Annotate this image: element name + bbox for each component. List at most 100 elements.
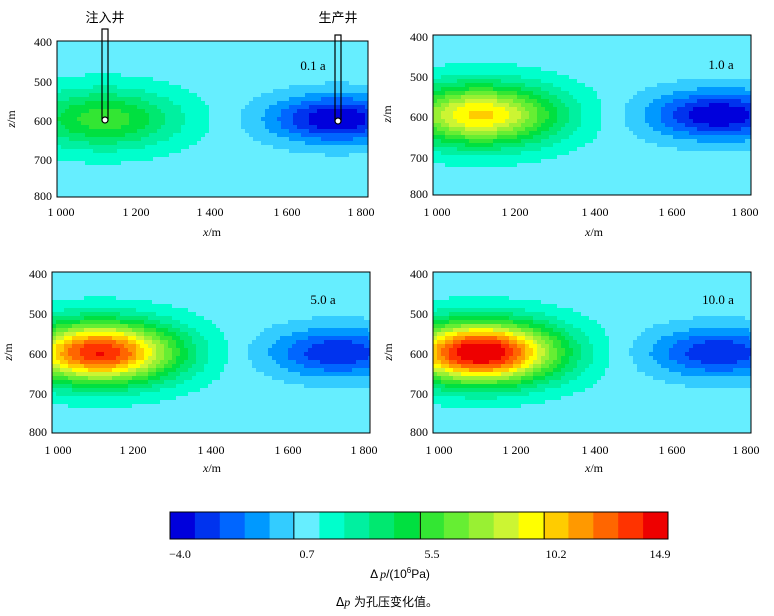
field-cell: [93, 89, 98, 94]
field-cell: [269, 81, 274, 86]
field-cell: [257, 185, 262, 190]
field-cell: [645, 63, 650, 68]
field-cell: [725, 63, 730, 68]
field-cell: [313, 105, 318, 110]
field-cell: [593, 119, 598, 124]
field-cell: [621, 63, 626, 68]
field-cell: [625, 119, 630, 124]
field-cell: [621, 47, 626, 52]
field-cell: [437, 131, 442, 136]
field-cell: [77, 169, 82, 174]
field-cell: [697, 83, 702, 88]
field-cell: [453, 119, 458, 124]
field-cell: [181, 161, 186, 166]
field-cell: [81, 89, 86, 94]
field-cell: [277, 45, 282, 50]
field-cell: [129, 41, 134, 46]
field-cell: [469, 59, 474, 64]
field-cell: [317, 97, 322, 102]
field-cell: [309, 157, 314, 162]
field-cell: [301, 105, 306, 110]
field-cell: [237, 149, 242, 154]
field-cell: [165, 125, 170, 130]
field-cell: [269, 193, 274, 197]
field-cell: [329, 77, 334, 82]
field-cell: [269, 69, 274, 74]
field-cell: [697, 99, 702, 104]
field-cell: [741, 51, 746, 56]
field-cell: [101, 65, 106, 70]
field-cell: [661, 47, 666, 52]
field-cell: [713, 71, 718, 76]
field-cell: [157, 165, 162, 170]
field-cell: [133, 149, 138, 154]
field-cell: [465, 59, 470, 64]
field-cell: [201, 45, 206, 50]
field-cell: [141, 149, 146, 154]
field-cell: [305, 69, 310, 74]
field-cell: [457, 95, 462, 100]
field-cell: [737, 43, 742, 48]
field-cell: [161, 101, 166, 106]
field-cell: [189, 81, 194, 86]
field-cell: [133, 73, 138, 78]
field-cell: [93, 97, 98, 102]
field-cell: [537, 95, 542, 100]
field-cell: [633, 119, 638, 124]
field-cell: [697, 47, 702, 52]
field-cell: [57, 121, 62, 126]
field-cell: [201, 157, 206, 162]
field-cell: [153, 53, 158, 58]
field-cell: [145, 169, 150, 174]
field-cell: [621, 103, 626, 108]
field-cell: [177, 173, 182, 178]
field-cell: [289, 165, 294, 170]
field-cell: [669, 123, 674, 128]
field-cell: [645, 39, 650, 44]
field-cell: [185, 73, 190, 78]
field-cell: [353, 45, 358, 50]
field-cell: [277, 73, 282, 78]
field-cell: [697, 63, 702, 68]
field-cell: [329, 157, 334, 162]
field-cell: [613, 111, 618, 116]
field-cell: [361, 97, 366, 102]
field-cell: [325, 173, 330, 178]
field-cell: [61, 77, 66, 82]
field-cell: [69, 185, 74, 190]
field-cell: [321, 69, 326, 74]
field-cell: [313, 177, 318, 182]
field-cell: [57, 133, 62, 138]
field-cell: [201, 41, 206, 46]
field-cell: [73, 169, 78, 174]
field-cell: [517, 43, 522, 48]
field-cell: [625, 83, 630, 88]
field-cell: [337, 113, 342, 118]
field-cell: [69, 121, 74, 126]
field-cell: [289, 145, 294, 150]
field-cell: [225, 49, 230, 54]
field-cell: [433, 75, 438, 80]
field-cell: [441, 107, 446, 112]
field-cell: [141, 53, 146, 58]
field-cell: [605, 127, 610, 132]
field-cell: [237, 109, 242, 114]
field-cell: [313, 133, 318, 138]
field-cell: [73, 69, 78, 74]
field-cell: [357, 105, 362, 110]
field-cell: [269, 141, 274, 146]
field-cell: [189, 65, 194, 70]
field-cell: [289, 41, 294, 46]
field-cell: [445, 91, 450, 96]
field-cell: [225, 81, 230, 86]
field-cell: [625, 67, 630, 72]
field-cell: [701, 43, 706, 48]
field-cell: [301, 117, 306, 122]
field-cell: [305, 177, 310, 182]
field-cell: [97, 133, 102, 138]
field-cell: [589, 99, 594, 104]
field-cell: [157, 145, 162, 150]
field-cell: [549, 95, 554, 100]
field-cell: [557, 47, 562, 52]
field-cell: [637, 59, 642, 64]
